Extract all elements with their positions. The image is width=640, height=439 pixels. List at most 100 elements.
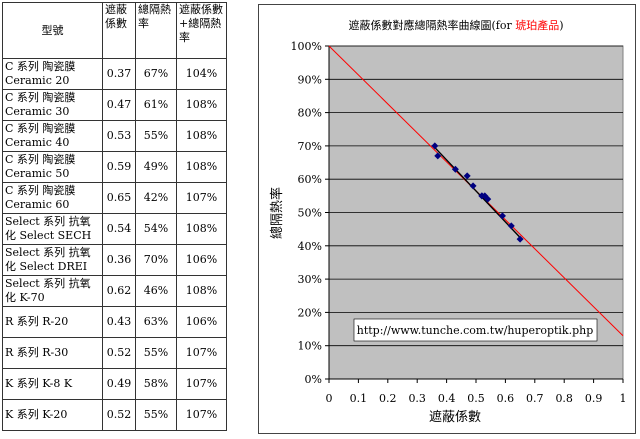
cell-sum: 107%	[176, 182, 227, 214]
cell-shading-coefficient: 0.47	[102, 89, 136, 121]
annotation-url: http://www.tunche.com.tw/huperoptik.php	[357, 324, 594, 337]
table-row: C 系列 陶瓷膜 Ceramic 50 0.59 49% 108%	[2, 151, 227, 183]
x-tick-label: 1	[620, 392, 627, 405]
cell-model: C 系列 陶瓷膜 Ceramic 20	[2, 58, 103, 90]
y-tick-label: 60%	[298, 173, 322, 186]
cell-model: Select 系列 抗氧化 K-70	[2, 275, 103, 307]
cell-heat-rejection: 63%	[135, 306, 177, 338]
table-row: C 系列 陶瓷膜 Ceramic 20 0.37 67% 104%	[2, 58, 227, 90]
chart-svg: 遮蔽係數對應總隔熱率曲線圖(for 琥珀產品) 0% 10% 20% 30% 40% 50…	[269, 18, 627, 425]
header-model: 型號	[2, 2, 103, 59]
x-axis-label: 遮蔽係數	[429, 409, 481, 425]
x-tick-label: 0.3	[408, 392, 426, 405]
cell-model: C 系列 陶瓷膜 Ceramic 60	[2, 182, 103, 214]
cell-shading-coefficient: 0.62	[102, 275, 136, 307]
cell-heat-rejection: 61%	[135, 89, 177, 121]
data-point	[434, 152, 442, 160]
cell-sum: 108%	[176, 151, 227, 183]
cell-sum: 108%	[176, 275, 227, 307]
cell-sum: 108%	[176, 213, 227, 245]
y-tick-label: 20%	[298, 306, 322, 319]
x-tick-label: 0	[326, 392, 333, 405]
cell-heat-rejection: 55%	[135, 120, 177, 152]
cell-shading-coefficient: 0.36	[102, 244, 136, 276]
cell-model: C 系列 陶瓷膜 Ceramic 50	[2, 151, 103, 183]
table-row: C 系列 陶瓷膜 Ceramic 30 0.47 61% 108%	[2, 89, 227, 121]
y-tick-label: 80%	[298, 107, 322, 120]
table-row: C 系列 陶瓷膜 Ceramic 60 0.65 42% 107%	[2, 182, 227, 214]
x-tick-label: 0.2	[379, 392, 397, 405]
cell-model: K 系列 K-8 K	[2, 368, 103, 400]
annotation-box	[353, 318, 598, 342]
x-tick-label: 0.1	[350, 392, 368, 405]
y-tick-label: 90%	[298, 73, 322, 86]
cell-shading-coefficient: 0.59	[102, 151, 136, 183]
cell-sum: 107%	[176, 368, 227, 400]
cell-shading-coefficient: 0.43	[102, 306, 136, 338]
y-tick-label: 50%	[298, 207, 322, 220]
cell-model: Select 系列 抗氧化 Select DREI	[2, 244, 103, 276]
table-row: R 系列 R-20 0.43 63% 106%	[2, 306, 227, 338]
cell-heat-rejection: 70%	[135, 244, 177, 276]
y-tick-label: 70%	[298, 140, 322, 153]
table-row: R 系列 R-30 0.52 55% 107%	[2, 337, 227, 369]
data-point	[463, 172, 471, 180]
x-tick-label: 0.9	[585, 392, 603, 405]
cell-shading-coefficient: 0.54	[102, 213, 136, 245]
x-tick-label: 0.4	[438, 392, 456, 405]
cell-model: Select 系列 抗氧化 Select SECH	[2, 213, 103, 245]
x-tick-label: 0.6	[497, 392, 515, 405]
header-heat-rejection: 總隔熱率	[135, 2, 177, 59]
cell-heat-rejection: 49%	[135, 151, 177, 183]
data-point	[478, 192, 486, 200]
table-row: K 系列 K-8 K 0.49 58% 107%	[2, 368, 227, 400]
table-row: Select 系列 抗氧化 K-70 0.62 46% 108%	[2, 275, 227, 307]
x-tick-label: 0.5	[467, 392, 485, 405]
x-tick-label: 0.7	[526, 392, 544, 405]
table-header-row: 型號 遮蔽係數 總隔熱率 遮蔽係數+總隔熱率	[2, 2, 227, 59]
table-row: C 系列 陶瓷膜 Ceramic 40 0.53 55% 108%	[2, 120, 227, 152]
cell-heat-rejection: 58%	[135, 368, 177, 400]
data-point	[498, 212, 506, 220]
header-shading-coefficient: 遮蔽係數	[102, 2, 136, 59]
cell-sum: 107%	[176, 337, 227, 369]
data-point	[451, 165, 459, 173]
cell-heat-rejection: 55%	[135, 337, 177, 369]
cell-sum: 107%	[176, 399, 227, 431]
cell-sum: 108%	[176, 89, 227, 121]
cell-heat-rejection: 54%	[135, 213, 177, 245]
cell-sum: 108%	[176, 120, 227, 152]
y-tick-label: 40%	[298, 240, 322, 253]
cell-model: C 系列 陶瓷膜 Ceramic 30	[2, 89, 103, 121]
cell-shading-coefficient: 0.37	[102, 58, 136, 90]
chart-title-highlight: 琥珀產品	[515, 18, 559, 32]
y-tick-label: 0%	[305, 373, 322, 386]
cell-model: R 系列 R-20	[2, 306, 103, 338]
cell-model: C 系列 陶瓷膜 Ceramic 40	[2, 120, 103, 152]
data-table: 型號 遮蔽係數 總隔熱率 遮蔽係數+總隔熱率 C 系列 陶瓷膜 Ceramic …	[2, 2, 227, 431]
cell-shading-coefficient: 0.49	[102, 368, 136, 400]
table-row: Select 系列 抗氧化 Select SECH 0.54 54% 108%	[2, 213, 227, 245]
cell-heat-rejection: 55%	[135, 399, 177, 431]
table-row: K 系列 K-20 0.52 55% 107%	[2, 399, 227, 431]
cell-model: K 系列 K-20	[2, 399, 103, 431]
data-point	[507, 222, 515, 230]
cell-shading-coefficient: 0.53	[102, 120, 136, 152]
data-point	[484, 195, 492, 203]
x-tick-label: 0.8	[555, 392, 573, 405]
cell-shading-coefficient: 0.52	[102, 337, 136, 369]
chart-panel: 遮蔽係數對應總隔熱率曲線圖(for 琥珀產品) 0% 10% 20% 30% 40% 50…	[258, 4, 636, 434]
cell-sum: 106%	[176, 244, 227, 276]
cell-heat-rejection: 67%	[135, 58, 177, 90]
trend-line	[434, 147, 521, 238]
y-tick-label: 30%	[298, 273, 322, 286]
data-point	[431, 142, 439, 150]
y-axis-label: 總隔熱率	[269, 187, 285, 239]
y-tick-label: 100%	[291, 40, 322, 53]
cell-sum: 104%	[176, 58, 227, 90]
cell-model: R 系列 R-30	[2, 337, 103, 369]
header-sum: 遮蔽係數+總隔熱率	[176, 2, 227, 59]
cell-shading-coefficient: 0.65	[102, 182, 136, 214]
cell-heat-rejection: 46%	[135, 275, 177, 307]
cell-shading-coefficient: 0.52	[102, 399, 136, 431]
